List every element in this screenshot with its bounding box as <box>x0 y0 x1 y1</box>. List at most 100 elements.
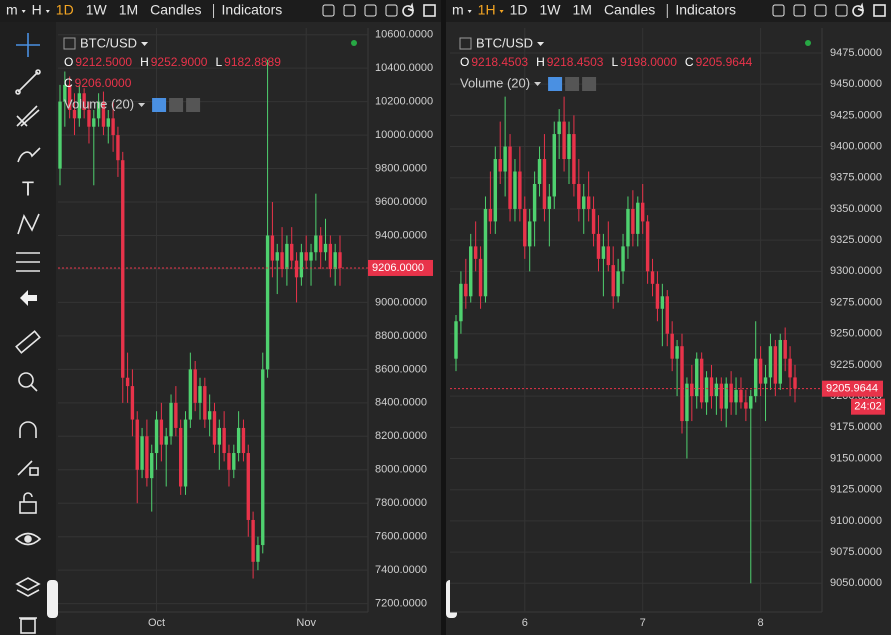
toolbar-button[interactable]: Candles <box>604 2 655 18</box>
y-tick-label: 9350.0000 <box>830 203 882 215</box>
indicator-control[interactable] <box>186 98 201 112</box>
ohlc-value: 9205.9644 <box>696 55 753 69</box>
symbol[interactable]: BTC/USD <box>476 35 533 50</box>
collapse-legend[interactable] <box>63 37 76 50</box>
candle-body <box>96 101 101 119</box>
candle-body <box>493 159 498 222</box>
candle-body <box>150 453 154 479</box>
indicator-label[interactable]: Volume (20) <box>460 75 530 90</box>
toolbar-button[interactable]: 1M <box>572 2 591 18</box>
indicator-control[interactable] <box>169 98 184 112</box>
indicator-control[interactable] <box>548 77 563 91</box>
layout-button[interactable] <box>343 4 356 17</box>
ruler-tool[interactable] <box>15 330 41 354</box>
back-tool[interactable] <box>20 290 37 306</box>
toolbar-button[interactable]: Indicators <box>675 2 736 18</box>
delete-tool[interactable] <box>19 617 37 634</box>
layout-button[interactable] <box>364 4 377 17</box>
line-tool[interactable] <box>15 69 41 95</box>
toolbar-button[interactable]: m <box>452 2 464 18</box>
collapse-legend[interactable] <box>459 37 472 50</box>
y-tick-label: 8200.0000 <box>375 430 427 442</box>
chart: 7200.0000 7400.0000 7600.0000 7800.0000 8000… <box>58 28 441 629</box>
indicator-control[interactable] <box>152 98 167 112</box>
crosshair-tool[interactable] <box>16 33 40 57</box>
candle-body <box>125 377 130 387</box>
candle-body <box>626 208 630 247</box>
y-tick-label: 9325.0000 <box>830 234 882 246</box>
fib-tool[interactable] <box>16 105 40 127</box>
candle-body <box>753 358 758 397</box>
candle-body <box>606 246 611 266</box>
toolbar-button[interactable]: 1D <box>510 2 528 18</box>
candle-body <box>650 271 655 284</box>
y-tick-label: 9475.0000 <box>830 47 882 59</box>
unlock-tool[interactable] <box>19 492 37 514</box>
toolbar-button[interactable]: H <box>32 2 42 18</box>
candle-body <box>631 208 635 234</box>
layout-button[interactable] <box>835 4 848 17</box>
candle-body <box>611 265 615 297</box>
toolbar-button[interactable]: 1W <box>539 2 561 18</box>
candle-body <box>154 419 159 454</box>
toolbar-button[interactable]: 1D <box>56 2 74 18</box>
layout-button[interactable] <box>793 4 806 17</box>
indicator-label[interactable]: Volume (20) <box>64 96 134 111</box>
candle-body <box>586 196 591 209</box>
lock-draw-tool[interactable] <box>17 460 39 476</box>
toolbar-button[interactable]: Indicators <box>222 2 283 18</box>
y-tick-label: 9300.0000 <box>830 265 882 277</box>
y-axis-area <box>368 28 441 612</box>
candle-body <box>749 396 753 409</box>
indicator-control[interactable] <box>565 77 580 91</box>
layout-button[interactable] <box>322 4 335 17</box>
toolbar-button[interactable]: Candles <box>150 2 201 18</box>
candle-body <box>665 296 669 334</box>
toolbar-button[interactable]: 1M <box>119 2 138 18</box>
left-collapse-tab[interactable] <box>47 580 58 618</box>
countdown-bg <box>851 398 885 415</box>
indicator-control[interactable] <box>582 77 597 91</box>
layers-tool[interactable] <box>15 577 41 597</box>
candle-body <box>63 84 67 102</box>
candle-body <box>680 346 684 422</box>
ohlc-key: C <box>685 55 694 69</box>
layout-button[interactable] <box>385 4 398 17</box>
visibility-tool[interactable] <box>14 532 42 546</box>
candle-body <box>111 118 115 136</box>
y-tick-label: 8000.0000 <box>375 464 427 476</box>
candle-body <box>508 146 512 209</box>
toolbar-button[interactable]: 1W <box>86 2 108 18</box>
toolbar-button[interactable]: 1H <box>478 2 496 18</box>
candle-body <box>130 386 135 420</box>
candle-body <box>729 383 733 403</box>
magnet-tool[interactable] <box>19 421 37 438</box>
refresh-button[interactable] <box>402 2 415 17</box>
fullscreen-button[interactable] <box>423 4 436 17</box>
layout-button[interactable] <box>772 4 785 17</box>
symbol[interactable]: BTC/USD <box>80 35 137 50</box>
pattern-tool[interactable] <box>17 213 40 235</box>
layout-button[interactable] <box>814 4 827 17</box>
candle-body <box>744 402 748 409</box>
candle-body <box>552 134 556 197</box>
candle-body <box>582 196 586 209</box>
toolbar-button[interactable]: m <box>6 2 18 18</box>
brush-tool[interactable] <box>17 147 41 163</box>
plot-area <box>450 28 822 612</box>
candle-body <box>660 296 665 309</box>
measure-levels-tool[interactable] <box>16 252 40 272</box>
candle-body <box>270 235 275 261</box>
candle-body <box>217 427 221 445</box>
fullscreen-button[interactable] <box>873 4 886 17</box>
candle-body <box>256 545 260 562</box>
candle-body <box>275 252 279 261</box>
text-tool[interactable]: T <box>22 178 34 200</box>
candle-body <box>183 419 188 487</box>
dropdown-arrow <box>467 10 472 13</box>
candle-body <box>261 369 265 546</box>
refresh-button[interactable] <box>852 2 865 17</box>
zoom-tool[interactable] <box>18 372 38 392</box>
candle-body <box>763 377 768 384</box>
